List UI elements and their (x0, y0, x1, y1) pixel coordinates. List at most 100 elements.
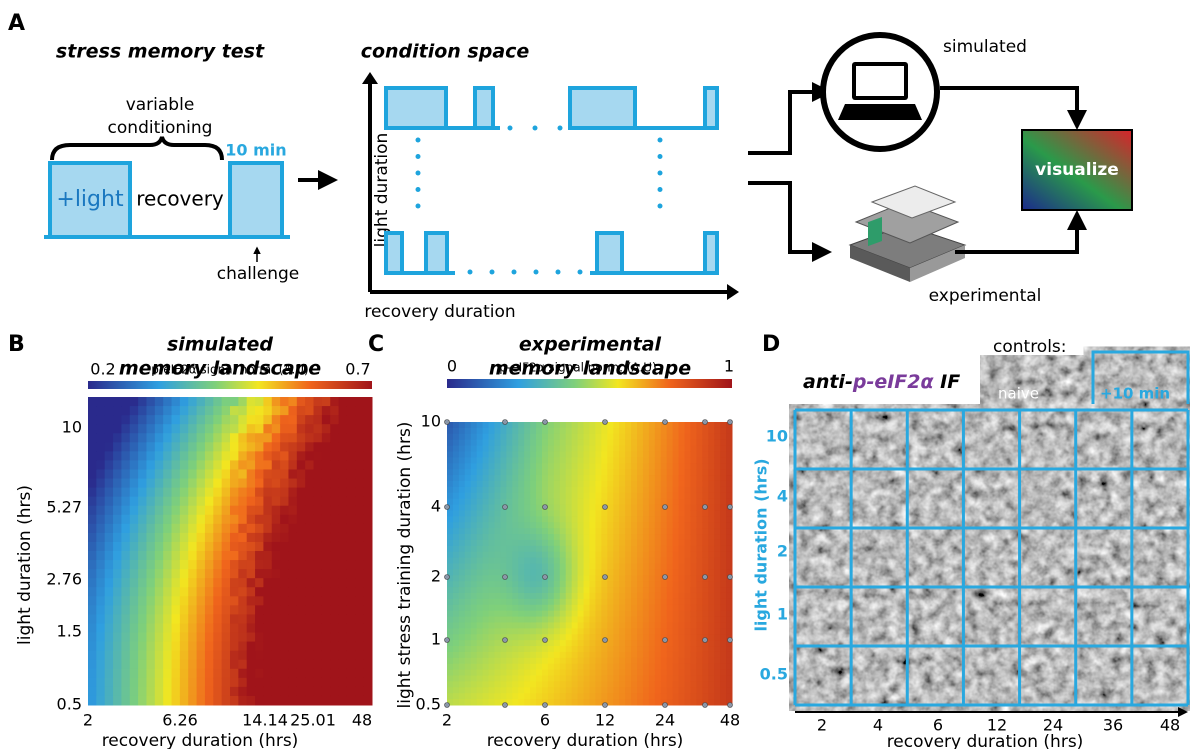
heatmap-cell (572, 446, 578, 452)
heatmap-cell (625, 422, 631, 428)
heatmap-cell (637, 475, 643, 481)
heatmap-cell (512, 564, 518, 570)
heatmap-cell (322, 433, 331, 443)
heatmap-cell (113, 506, 122, 516)
heatmap-cell (601, 605, 607, 611)
heatmap-cell (512, 676, 518, 682)
heatmap-cell (512, 440, 518, 446)
heatmap-cell (347, 406, 356, 416)
heatmap-cell (465, 587, 471, 593)
heatmap-cell (637, 599, 643, 605)
heatmap-cell (113, 433, 122, 443)
heatmap-cell (554, 528, 560, 534)
heatmap-cell (113, 560, 122, 570)
heatmap-cell (518, 581, 524, 587)
heatmap-cell (447, 646, 453, 652)
heatmap-cell (560, 646, 566, 652)
heatmap-cell (625, 646, 631, 652)
heatmap-cell (453, 670, 459, 676)
heatmap-cell (339, 669, 348, 679)
heatmap-cell (459, 652, 465, 658)
heatmap-cell (524, 540, 530, 546)
sample-point (543, 703, 548, 708)
heatmap-cell (607, 463, 613, 469)
heatmap-cell (105, 542, 114, 552)
heatmap-cell (590, 487, 596, 493)
heatmap-cell (554, 446, 560, 452)
heatmap-cell (613, 605, 619, 611)
heatmap-cell (172, 533, 181, 543)
heatmap-cell (554, 646, 560, 652)
heatmap-cell (297, 569, 306, 579)
heatmap-cell (685, 481, 691, 487)
heatmap-cell (247, 524, 256, 534)
heatmap-cell (96, 506, 105, 516)
heatmap-cell (667, 540, 673, 546)
heatmap-cell (536, 670, 542, 676)
heatmap-cell (518, 446, 524, 452)
heatmap-cell (255, 515, 264, 525)
heatmap-cell (255, 569, 264, 579)
heatmap-cell (197, 451, 206, 461)
sample-point (728, 505, 733, 510)
heatmap-cell (495, 475, 501, 481)
heatmap-cell (726, 552, 732, 558)
heatmap-cell (655, 534, 661, 540)
heatmap-cell (726, 522, 732, 528)
heatmap-cell (339, 696, 348, 706)
heatmap-cell (453, 475, 459, 481)
heatmap-cell (180, 642, 189, 652)
heatmap-cell (720, 463, 726, 469)
heatmap-cell (447, 451, 453, 457)
heatmap-cell (247, 596, 256, 606)
heatmap-cell (238, 433, 247, 443)
heatmap-cell (506, 522, 512, 528)
heatmap-cell (314, 651, 323, 661)
heatmap-cell (542, 499, 548, 505)
heatmap-cell (643, 422, 649, 428)
heatmap-cell (708, 605, 714, 611)
heatmap-cell (453, 528, 459, 534)
heatmap-cell (512, 558, 518, 564)
heatmap-cell (625, 664, 631, 670)
heatmap-cell (643, 499, 649, 505)
heatmap-cell (288, 497, 297, 507)
heatmap-cell (113, 614, 122, 624)
heatmap-cell (489, 522, 495, 528)
heatmap-cell (530, 687, 536, 693)
heatmap-cell (679, 593, 685, 599)
heatmap-cell (619, 664, 625, 670)
heatmap-cell (459, 587, 465, 593)
naive-label: naive (998, 385, 1039, 403)
ten-min-label: +10 min (1100, 385, 1170, 403)
heatmap-cell (595, 628, 601, 634)
dot (578, 270, 583, 275)
heatmap-cell (483, 558, 489, 564)
heatmap-cell (625, 676, 631, 682)
heatmap-cell (247, 633, 256, 643)
heatmap-cell (613, 440, 619, 446)
heatmap-cell (297, 542, 306, 552)
heatmap-cell (453, 617, 459, 623)
micrograph (1076, 410, 1132, 469)
heatmap-cell (347, 515, 356, 525)
heatmap-cell (524, 528, 530, 534)
heatmap-cell (548, 487, 554, 493)
heatmap-cell (477, 664, 483, 670)
heatmap-cell (500, 516, 506, 522)
heatmap-cell (548, 670, 554, 676)
heatmap-cell (105, 633, 114, 643)
heatmap-cell (613, 451, 619, 457)
sample-point (603, 575, 608, 580)
brace-label: conditioning (108, 118, 213, 138)
heatmap-cell (197, 397, 206, 407)
x-tick-label: 6 (540, 711, 550, 730)
heatmap-cell (584, 693, 590, 699)
heatmap-cell (708, 546, 714, 552)
heatmap-cell (305, 515, 314, 525)
panel-letter: D (762, 332, 780, 357)
heatmap-cell (96, 569, 105, 579)
heatmap-cell (130, 569, 139, 579)
heatmap-cell (714, 499, 720, 505)
heatmap-cell (649, 463, 655, 469)
